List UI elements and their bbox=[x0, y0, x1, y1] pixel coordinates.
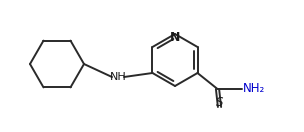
Text: N: N bbox=[170, 31, 180, 44]
Text: S: S bbox=[216, 96, 223, 109]
Text: NH₂: NH₂ bbox=[243, 82, 265, 95]
Text: NH: NH bbox=[110, 72, 126, 82]
